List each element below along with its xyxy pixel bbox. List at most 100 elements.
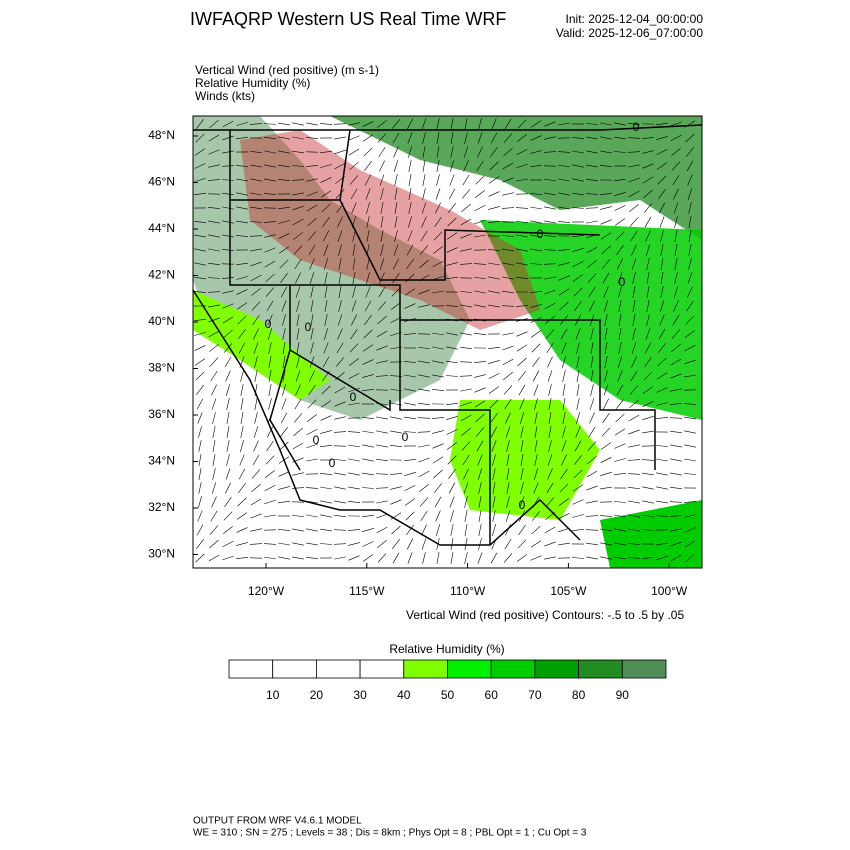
wind-barb: [491, 118, 497, 130]
wind-barb: [208, 234, 220, 238]
wind-barb: [572, 514, 584, 518]
wind-barb: [253, 426, 259, 438]
wind-barb: [560, 454, 568, 466]
wind-barb: [322, 217, 330, 227]
wind-barb: [310, 342, 314, 354]
wind-barb: [476, 440, 484, 452]
wind-barb: [488, 206, 500, 210]
wind-barb: [194, 148, 206, 156]
wind-barb: [377, 120, 387, 128]
wind-barb: [588, 286, 596, 298]
wind-barb: [658, 328, 666, 340]
wind-barb: [618, 356, 622, 368]
wind-barb: [321, 385, 331, 395]
wind-barb: [348, 542, 360, 546]
wind-barb: [250, 178, 262, 182]
wind-barb: [406, 538, 414, 550]
wind-barb: [406, 118, 414, 130]
wind-barb: [376, 360, 388, 364]
wind-barb: [366, 272, 370, 284]
wind-barb: [198, 482, 202, 494]
wind-barb: [460, 304, 472, 308]
wind-barb: [685, 553, 695, 563]
wind-barb: [225, 370, 231, 382]
wind-barb: [600, 150, 612, 154]
wind-barb: [544, 526, 556, 534]
wind-barb: [572, 529, 584, 531]
wind-barb: [194, 276, 206, 280]
wind-barb: [263, 123, 277, 125]
wind-barb: [688, 244, 692, 256]
wind-barb: [265, 287, 275, 297]
wind-barb: [630, 230, 638, 242]
wind-barb: [349, 358, 359, 366]
wind-barb: [474, 304, 486, 308]
rh-region: [330, 116, 702, 240]
wind-barb: [558, 513, 570, 519]
wind-barb: [308, 244, 316, 256]
wind-barb: [446, 332, 458, 336]
state-line: [339, 199, 601, 281]
wind-barb: [408, 216, 412, 228]
wind-barb: [446, 346, 458, 350]
wind-barb: [572, 274, 584, 282]
wind-barb: [630, 370, 638, 382]
wind-barb: [211, 398, 217, 410]
wind-barb: [658, 202, 666, 214]
wind-barb: [305, 165, 319, 167]
wind-barb: [296, 314, 300, 326]
wind-barb: [436, 118, 440, 130]
wind-barb: [492, 468, 496, 480]
wind-barb: [475, 190, 485, 198]
wind-barb: [268, 342, 272, 354]
wind-barb: [240, 370, 244, 382]
wind-barb: [295, 272, 301, 284]
wind-barb: [364, 174, 372, 186]
wind-barb: [516, 148, 528, 156]
wind-barb: [338, 286, 342, 298]
colorbar-box: [272, 659, 317, 679]
wind-barb: [618, 328, 622, 340]
wind-barb: [590, 384, 594, 396]
wind-barb: [210, 510, 218, 522]
wind-barb: [338, 258, 342, 270]
wind-barb: [226, 454, 230, 466]
wind-barb: [587, 455, 597, 465]
wind-barb: [208, 317, 220, 323]
wind-barb: [573, 287, 583, 297]
lon-label: 120°W: [248, 584, 285, 598]
wind-barb: [558, 288, 570, 296]
wind-barb: [335, 357, 345, 367]
wind-barb: [323, 244, 329, 256]
wind-barb: [422, 188, 426, 200]
wind-barb: [562, 384, 566, 396]
wind-barb: [278, 220, 290, 224]
wind-barb: [614, 122, 626, 126]
wind-barb: [352, 272, 356, 284]
wind-barb: [295, 384, 301, 396]
wind-barb: [477, 132, 483, 144]
wind-barb: [450, 160, 454, 172]
wind-barb: [464, 552, 468, 564]
wind-barb: [660, 230, 664, 242]
wind-barb: [600, 122, 612, 126]
wind-barb: [616, 384, 624, 396]
wind-barb: [347, 529, 361, 531]
wind-barb: [670, 388, 682, 392]
wind-barb: [656, 472, 668, 476]
wind-barb: [407, 552, 413, 564]
lon-label: 105°W: [550, 584, 587, 598]
wind-barb: [196, 524, 204, 536]
wind-barb: [226, 398, 230, 410]
wind-barb: [656, 387, 668, 393]
wind-barb: [361, 417, 375, 419]
wind-barb: [672, 314, 680, 326]
wind-barb: [264, 499, 276, 505]
wind-barb: [348, 486, 360, 490]
wind-barb: [460, 332, 472, 336]
wind-barb: [644, 216, 652, 228]
wind-barb: [520, 426, 524, 438]
wind-barb: [422, 174, 426, 186]
wind-barb: [196, 385, 204, 395]
wind-barb: [544, 121, 556, 127]
